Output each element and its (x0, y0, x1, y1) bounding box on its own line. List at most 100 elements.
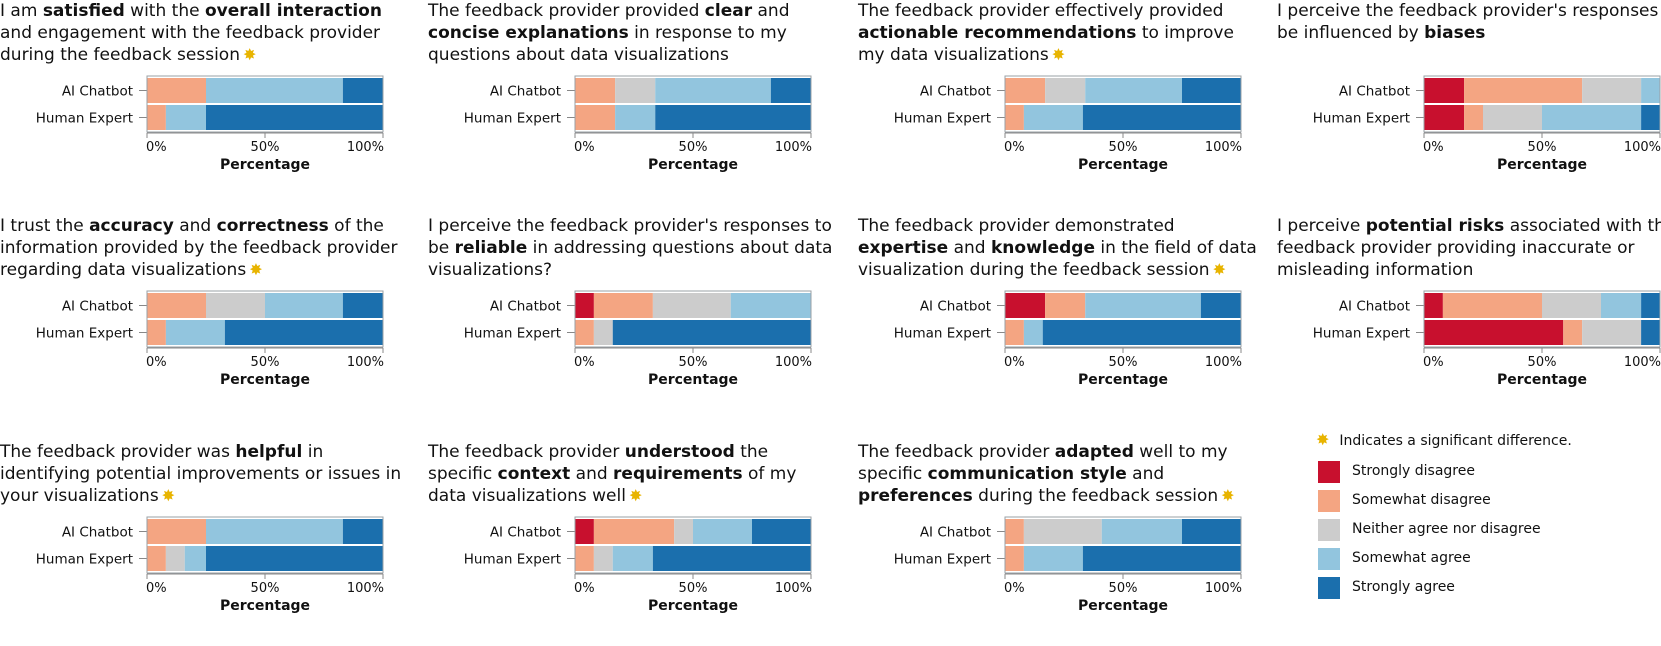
plot-frame (1423, 75, 1661, 133)
bar-segment (1005, 293, 1046, 318)
plot-frame (1004, 75, 1242, 133)
category-label: Human Expert (1313, 111, 1410, 127)
x-tick-label: 100% (1205, 140, 1242, 155)
bar-segment (593, 546, 613, 571)
legend-swatch (1318, 519, 1340, 541)
x-tick-label: 100% (1205, 355, 1242, 370)
title-text: to improve my data visualizations (858, 23, 1234, 65)
bar-segment (1085, 293, 1201, 318)
bar-segment (674, 519, 693, 544)
stacked-bar-chart: AI Chatbot Human Expert 0% 50% 100% Percentag… (464, 516, 812, 614)
plot-frame (146, 516, 384, 574)
category-label: AI Chatbot (1339, 299, 1410, 315)
bar-segment (1542, 105, 1642, 130)
x-tick-label: 0% (146, 355, 167, 370)
title-text: of my data visualizations well (428, 464, 797, 506)
title-emphasis: requirements (613, 464, 743, 484)
category-label: Human Expert (36, 326, 133, 342)
x-tick-label: 0% (574, 581, 595, 596)
title-emphasis: clear (704, 1, 753, 21)
bar-segment (165, 546, 185, 571)
x-tick-label: 100% (775, 581, 812, 596)
x-axis-title: Percentage (648, 157, 738, 173)
title-emphasis: preferences (858, 486, 973, 506)
bar-segment (1082, 546, 1241, 571)
bar-segment (147, 519, 206, 544)
category-label: AI Chatbot (490, 299, 561, 315)
category-label: Human Expert (464, 552, 561, 568)
legend-label: Strongly disagree (1352, 463, 1475, 479)
chart-panel: I perceive the feedback provider's respo… (1277, 0, 1661, 205)
plot-frame (1004, 516, 1242, 574)
x-tick-label: 50% (679, 140, 708, 155)
title-emphasis: reliable (454, 238, 528, 258)
bar-segment (652, 546, 811, 571)
bar-segment (165, 320, 225, 345)
bar-segment (655, 105, 811, 130)
title-text: and (752, 1, 790, 21)
stacked-bar-chart: AI Chatbot Human Expert 0% 50% 100% Percentag… (464, 290, 812, 388)
stacked-bar-chart: AI Chatbot Human Expert 0% 50% 100% Percentag… (464, 75, 812, 173)
x-tick-label: 50% (251, 140, 280, 155)
title-text: and (570, 464, 614, 484)
title-emphasis: biases (1424, 23, 1486, 43)
title-emphasis: understood (624, 442, 735, 462)
category-label: AI Chatbot (920, 84, 991, 100)
bar-segment (575, 519, 594, 544)
chart-title: I perceive the feedback provider's respo… (428, 215, 833, 281)
title-emphasis: concise explanations (428, 23, 629, 43)
bar-segment (693, 519, 752, 544)
bar-segment (575, 78, 616, 103)
legend-label: Strongly agree (1352, 579, 1455, 595)
title-text: and engagement with the feedback provide… (0, 23, 381, 65)
chart-title: I trust the accuracy and correctness of … (0, 215, 405, 281)
x-axis-title: Percentage (1078, 372, 1168, 388)
category-label: AI Chatbot (920, 525, 991, 541)
title-emphasis: knowledge (990, 238, 1096, 258)
x-tick-label: 50% (1528, 355, 1557, 370)
chart-title: The feedback provider demonstrated exper… (858, 215, 1263, 281)
star-sparkle-icon: ✸ (161, 486, 176, 505)
bar-segment (206, 293, 265, 318)
category-label: Human Expert (894, 326, 991, 342)
category-label: Human Expert (894, 552, 991, 568)
title-text: and (1126, 464, 1165, 484)
x-tick-label: 100% (775, 355, 812, 370)
bar-segment (1424, 320, 1564, 345)
title-emphasis: adapted (1054, 442, 1134, 462)
category-label: AI Chatbot (62, 299, 133, 315)
title-text: the specific (428, 442, 769, 484)
legend-label: Somewhat agree (1352, 550, 1471, 566)
bar-segment (1464, 78, 1583, 103)
bar-segment (1042, 320, 1241, 345)
chart-panel: The feedback provider effectively provid… (858, 0, 1268, 205)
title-text: with the (124, 1, 205, 21)
bar-segment (593, 293, 653, 318)
bar-segment (342, 293, 383, 318)
chart-panel: I trust the accuracy and correctness of … (0, 215, 410, 420)
title-emphasis: potential risks (1365, 216, 1505, 236)
chart-title: The feedback provider adapted well to my… (858, 441, 1263, 507)
plot-frame (574, 290, 812, 348)
bar-segment (147, 293, 206, 318)
title-text: The feedback provider (428, 442, 625, 462)
plot-frame (1004, 290, 1242, 348)
title-text: during the feedback session (972, 486, 1219, 506)
bar-segment (1023, 320, 1043, 345)
bar-segment (1082, 105, 1241, 130)
stacked-bar-chart: AI Chatbot Human Expert 0% 50% 100% Percentag… (36, 516, 384, 614)
star-sparkle-icon: ✸ (1212, 260, 1226, 279)
bar-segment (752, 519, 811, 544)
bar-segment (1424, 105, 1465, 130)
bar-segment (1101, 519, 1182, 544)
bar-segment (1200, 293, 1241, 318)
x-axis-title: Percentage (648, 598, 738, 614)
stacked-bar-chart: AI Chatbot Human Expert 0% 50% 100% Percentag… (36, 290, 384, 388)
x-axis-title: Percentage (220, 598, 310, 614)
bar-segment (593, 320, 613, 345)
bar-segment (575, 105, 616, 130)
title-emphasis: satisfied (42, 1, 125, 21)
title-text: The feedback provider effectively provid… (858, 1, 1224, 21)
legend-swatch (1318, 548, 1340, 570)
bar-segment (652, 293, 731, 318)
